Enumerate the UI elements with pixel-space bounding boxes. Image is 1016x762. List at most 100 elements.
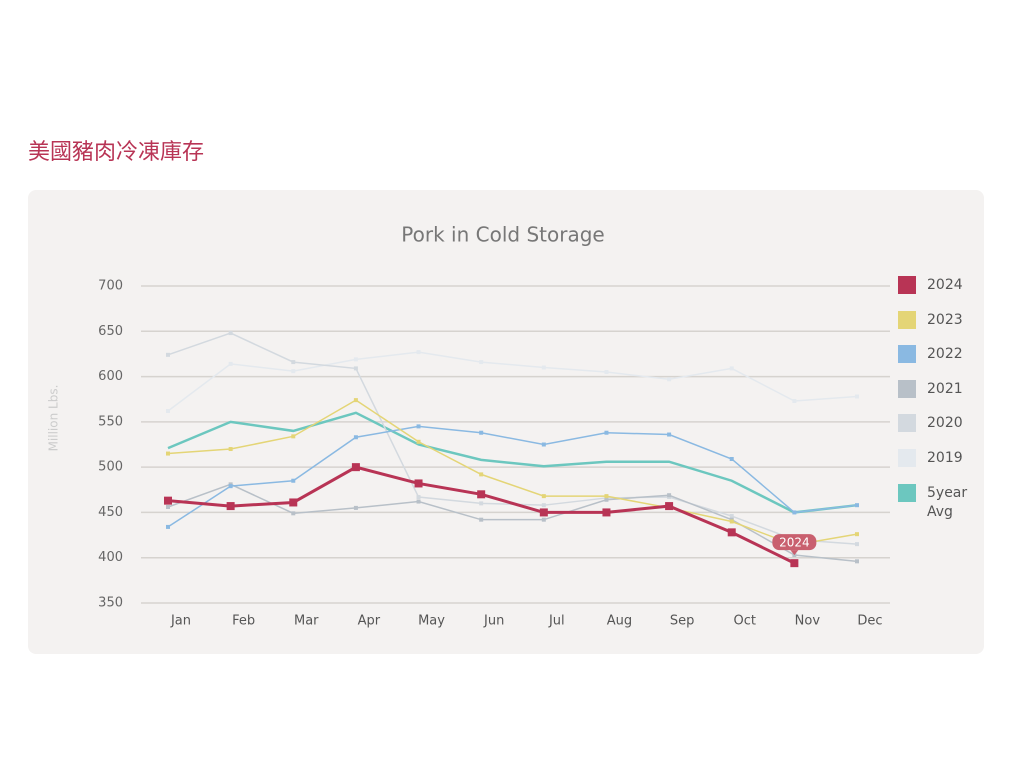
point — [667, 493, 672, 498]
point — [729, 519, 734, 524]
y-tick-label: 400 — [98, 550, 123, 565]
y-axis-label: Million Lbs. — [47, 385, 61, 452]
point — [416, 495, 421, 500]
x-tick-label: Feb — [232, 614, 255, 629]
legend-swatch — [898, 448, 916, 467]
point — [166, 408, 170, 413]
legend-label: 2020 — [927, 415, 963, 432]
point — [541, 517, 546, 522]
point — [729, 456, 734, 461]
point — [416, 499, 421, 504]
point — [792, 510, 797, 515]
legend-swatch — [898, 310, 916, 329]
point — [479, 360, 484, 365]
x-tick-label: Aug — [607, 614, 632, 629]
point — [291, 369, 296, 374]
x-tick-label: Mar — [294, 614, 319, 629]
legend-item[interactable]: 2019 — [898, 448, 972, 484]
x-tick-label: Nov — [795, 614, 821, 629]
point — [667, 432, 672, 437]
tooltip-pointer — [790, 550, 799, 556]
page-title: 美國豬肉冷凍庫存 — [28, 140, 204, 165]
legend-label: 2021 — [927, 380, 963, 397]
point — [228, 361, 233, 366]
x-tick-label: Jan — [170, 614, 191, 629]
y-tick-label: 450 — [98, 505, 123, 520]
point — [541, 365, 546, 370]
legend-item[interactable]: 2024 — [898, 276, 972, 311]
legend-label: 2023 — [927, 311, 963, 328]
x-tick-label: May — [418, 614, 445, 629]
point — [291, 434, 296, 439]
legend-swatch — [898, 414, 916, 433]
chart-title: Pork in Cold Storage — [401, 223, 604, 247]
point — [291, 360, 296, 365]
legend-label: 2019 — [927, 449, 963, 466]
series-line — [167, 399, 858, 546]
point — [604, 430, 609, 435]
point — [228, 447, 233, 452]
point — [855, 559, 859, 564]
point — [604, 494, 609, 499]
point — [855, 503, 859, 508]
point — [541, 442, 546, 447]
x-tick-label: Dec — [857, 614, 882, 629]
y-tick-label: 700 — [98, 279, 123, 294]
point — [226, 502, 235, 511]
legend-label: 2022 — [927, 346, 963, 363]
point — [477, 490, 486, 499]
point — [665, 502, 674, 511]
y-tick-label: 600 — [98, 369, 123, 384]
x-tick-label: Jul — [548, 614, 565, 629]
point — [602, 508, 611, 517]
point — [228, 484, 233, 489]
point — [727, 528, 736, 537]
legend-item[interactable]: 5year Avg — [898, 483, 972, 520]
point — [479, 430, 484, 435]
point — [353, 357, 358, 362]
point — [166, 504, 170, 509]
point — [855, 542, 859, 547]
point — [729, 514, 734, 519]
point — [164, 496, 172, 505]
point — [729, 366, 734, 371]
point — [604, 497, 609, 502]
point — [539, 508, 548, 517]
legend-swatch — [898, 379, 916, 398]
legend-item[interactable]: 2020 — [898, 414, 972, 449]
point — [667, 377, 672, 382]
legend-swatch — [898, 483, 916, 502]
series-line — [167, 425, 858, 528]
legend-item[interactable]: 2023 — [898, 310, 972, 346]
legend-label: 2024 — [927, 277, 963, 293]
point — [479, 501, 484, 506]
legend-item[interactable]: 2021 — [898, 379, 972, 415]
legend-item[interactable]: 2022 — [898, 345, 972, 380]
point — [855, 394, 859, 399]
legend-swatch — [898, 345, 916, 364]
point — [792, 399, 797, 404]
point — [416, 439, 421, 444]
point — [604, 370, 609, 375]
point — [351, 463, 360, 472]
legend-label: 5year Avg — [927, 484, 968, 520]
point — [479, 472, 484, 477]
y-tick-label: 350 — [98, 596, 123, 611]
point — [166, 352, 170, 357]
point — [414, 479, 423, 488]
y-tick-label: 650 — [98, 324, 123, 339]
y-tick-label: 500 — [98, 460, 123, 475]
x-tick-label: Apr — [358, 614, 381, 629]
point — [479, 517, 484, 522]
point — [790, 559, 799, 568]
point — [353, 366, 358, 371]
point — [353, 435, 358, 440]
point — [541, 494, 546, 499]
x-tick-label: Oct — [733, 614, 755, 629]
point — [416, 350, 421, 355]
series-line — [167, 411, 858, 514]
legend: 2024 2023 2022 2021 2020 2019 5year Avg — [898, 276, 972, 520]
tooltip — [772, 534, 817, 551]
